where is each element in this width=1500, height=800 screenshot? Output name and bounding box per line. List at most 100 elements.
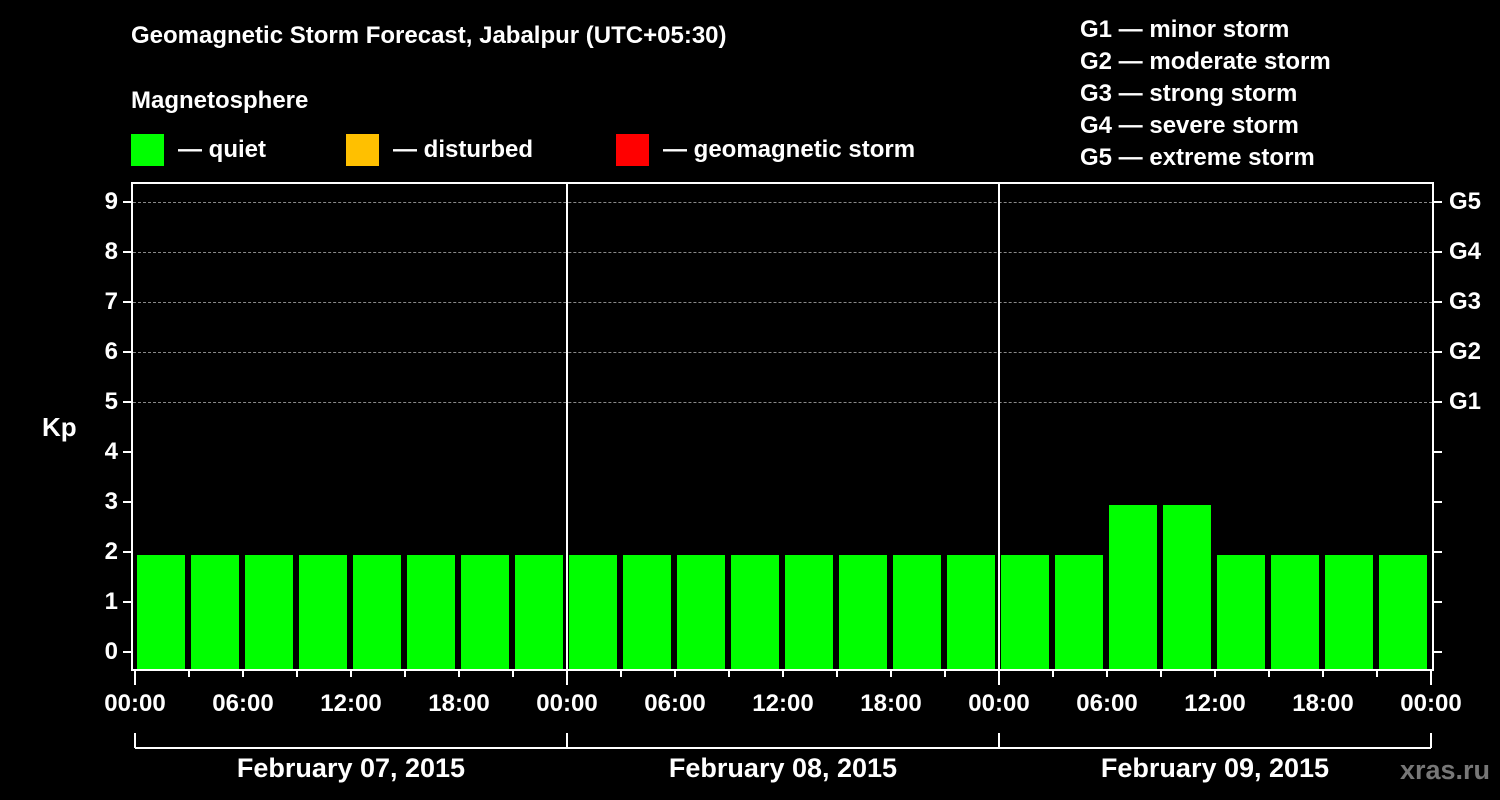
legend-label: — geomagnetic storm xyxy=(663,136,916,163)
x-tick-label: 06:00 xyxy=(212,690,274,717)
g1-legend: G1 — minor storm xyxy=(1080,16,1290,43)
legend-storm: — geomagnetic storm xyxy=(616,134,915,166)
x-tick-label: 18:00 xyxy=(860,690,922,717)
kp-bar xyxy=(1055,555,1103,669)
kp-bar xyxy=(1163,505,1211,669)
kp-bar xyxy=(407,555,455,669)
kp-bar xyxy=(569,555,617,669)
y-tick xyxy=(123,201,131,203)
y-tick-right xyxy=(1434,501,1442,503)
y-tick-right xyxy=(1434,451,1442,453)
x-tick-label: 00:00 xyxy=(536,690,598,717)
y-tick xyxy=(123,351,131,353)
y-tick-label: 6 xyxy=(104,338,118,365)
x-tick xyxy=(1322,669,1324,677)
x-tick-label: 18:00 xyxy=(428,690,490,717)
x-tick-label: 00:00 xyxy=(968,690,1030,717)
kp-bar xyxy=(299,555,347,669)
y-tick-label: 7 xyxy=(104,288,118,315)
date-bracket-tick xyxy=(998,733,1000,748)
kp-bar xyxy=(461,555,509,669)
kp-bar xyxy=(245,555,293,669)
y-tick-label: 2 xyxy=(104,538,118,565)
x-tick-label: 12:00 xyxy=(320,690,382,717)
kp-bar xyxy=(1325,555,1373,669)
grid-line xyxy=(133,202,1432,203)
x-tick xyxy=(350,669,352,677)
y-tick xyxy=(123,601,131,603)
kp-bar xyxy=(353,555,401,669)
g-scale-label: G2 xyxy=(1449,338,1482,365)
y-tick xyxy=(123,401,131,403)
x-tick-label: 06:00 xyxy=(644,690,706,717)
kp-bar xyxy=(515,555,563,669)
x-tick xyxy=(242,669,244,677)
kp-bar xyxy=(137,555,185,669)
kp-bar xyxy=(1001,555,1049,669)
kp-bar xyxy=(839,555,887,669)
x-tick xyxy=(188,669,190,677)
date-label: February 09, 2015 xyxy=(1100,753,1330,783)
y-tick xyxy=(123,651,131,653)
x-tick xyxy=(620,669,622,677)
y-tick-label: 1 xyxy=(104,588,118,615)
y-tick-right xyxy=(1434,551,1442,553)
x-tick xyxy=(512,669,514,677)
x-tick-label: 06:00 xyxy=(1076,690,1138,717)
date-label: February 08, 2015 xyxy=(668,753,898,783)
x-tick xyxy=(674,669,676,677)
legend-disturbed: — disturbed xyxy=(346,134,533,166)
grid-line xyxy=(133,252,1432,253)
x-tick xyxy=(566,669,568,685)
x-tick xyxy=(944,669,946,677)
kp-bar xyxy=(785,555,833,669)
y-tick-right xyxy=(1434,301,1442,303)
x-tick xyxy=(404,669,406,677)
day-separator xyxy=(566,184,568,669)
day-separator xyxy=(998,184,1000,669)
x-tick xyxy=(998,669,1000,685)
y-tick-label: 3 xyxy=(104,488,118,515)
grid-line xyxy=(133,352,1432,353)
kp-bar xyxy=(623,555,671,669)
g4-legend: G4 — severe storm xyxy=(1080,112,1299,139)
x-tick xyxy=(296,669,298,677)
y-tick xyxy=(123,451,131,453)
y-tick xyxy=(123,251,131,253)
x-tick xyxy=(890,669,892,677)
x-tick-label: 00:00 xyxy=(104,690,166,717)
y-tick-label: 0 xyxy=(104,638,118,665)
kp-bar xyxy=(1379,555,1427,669)
x-tick xyxy=(728,669,730,677)
y-tick-right xyxy=(1434,651,1442,653)
y-tick xyxy=(123,501,131,503)
x-tick-label: 18:00 xyxy=(1292,690,1354,717)
g5-legend: G5 — extreme storm xyxy=(1080,144,1315,171)
x-tick xyxy=(1052,669,1054,677)
kp-bar xyxy=(1109,505,1157,669)
storm-swatch-icon xyxy=(616,134,649,166)
g3-legend: G3 — strong storm xyxy=(1080,80,1298,107)
kp-bar xyxy=(191,555,239,669)
x-tick xyxy=(1106,669,1108,677)
kp-bar xyxy=(677,555,725,669)
grid-line xyxy=(133,402,1432,403)
disturbed-swatch-icon xyxy=(346,134,379,166)
g2-legend: G2 — moderate storm xyxy=(1080,48,1331,75)
x-tick xyxy=(1214,669,1216,677)
date-label: February 07, 2015 xyxy=(236,753,466,783)
kp-bar xyxy=(1217,555,1265,669)
date-bracket-tick xyxy=(134,733,136,748)
chart-title: Geomagnetic Storm Forecast, Jabalpur (UT… xyxy=(131,22,727,49)
x-tick xyxy=(1160,669,1162,677)
g-scale-legend: G1 — minor storm G2 — moderate storm G3 … xyxy=(1080,14,1331,174)
x-tick xyxy=(1268,669,1270,677)
plot-area xyxy=(131,182,1434,671)
x-tick-label: 12:00 xyxy=(752,690,814,717)
legend-quiet: — quiet xyxy=(131,134,266,166)
g-scale-label: G5 xyxy=(1449,188,1482,215)
y-tick-label: 8 xyxy=(104,238,118,265)
y-axis-label: Kp xyxy=(42,412,77,442)
quiet-swatch-icon xyxy=(131,134,164,166)
kp-bar xyxy=(947,555,995,669)
